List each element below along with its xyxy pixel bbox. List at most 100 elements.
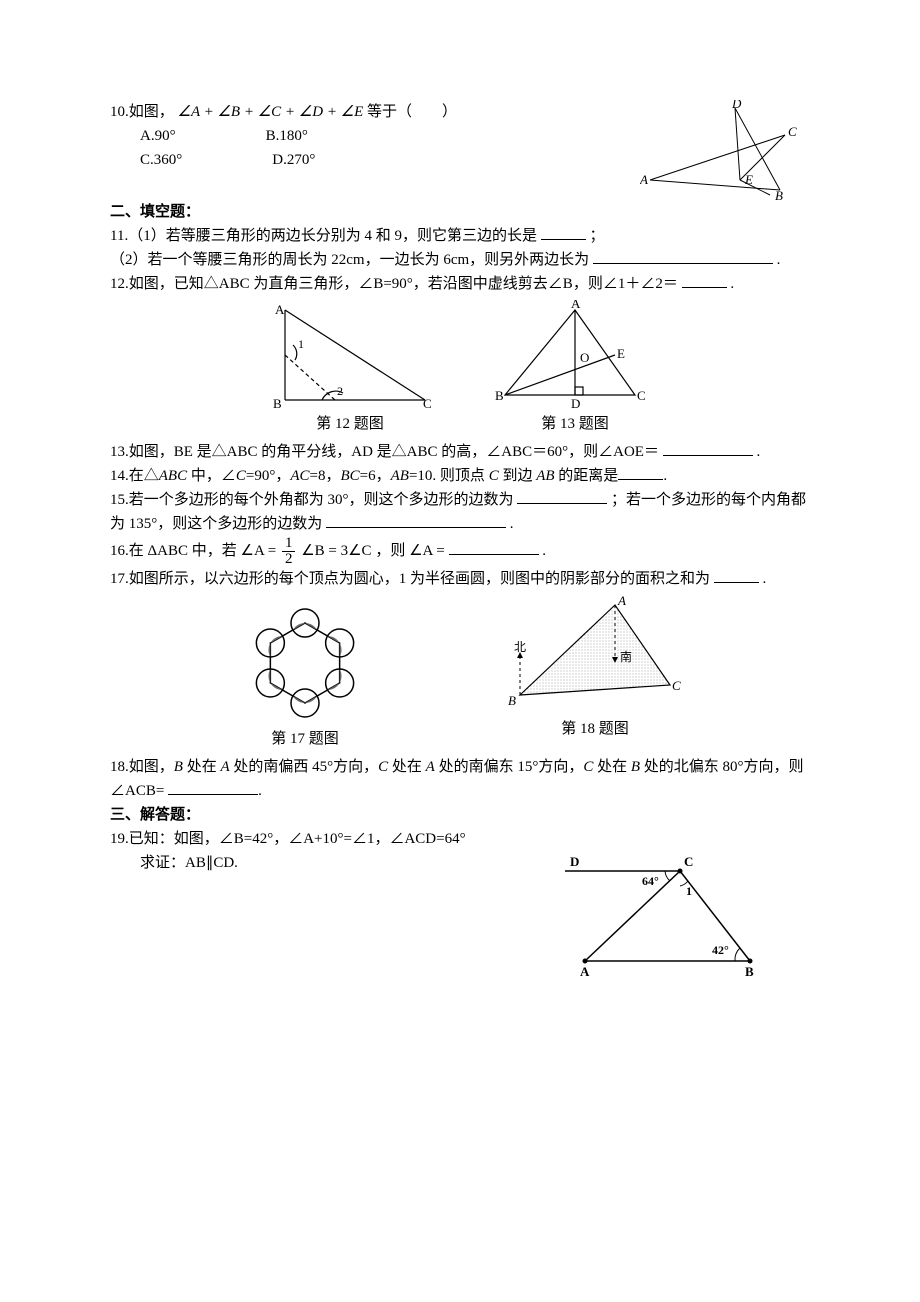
q17-post: . xyxy=(763,571,767,587)
svg-text:北: 北 xyxy=(514,640,526,654)
q19-figure: D C A B 64° 1 42° xyxy=(560,851,770,981)
q13-figure: A B C D E O 第 13 题图 xyxy=(495,300,655,436)
q13-post: . xyxy=(756,444,760,460)
q11-1-pre: 11.（1）若等腰三角形的两边长分别为 4 和 9，则它第三边的长是 xyxy=(110,228,537,244)
q19-line2: 求证：AB∥CD. xyxy=(110,851,560,875)
q10-stem-pre: 10.如图， xyxy=(110,104,174,120)
svg-text:D: D xyxy=(570,854,579,869)
fig-row-12-13: A B C 1 2 第 12 题图 A B C D E O 第 13 题图 xyxy=(110,300,810,436)
q18-t1: 处在 xyxy=(183,759,221,775)
svg-text:C: C xyxy=(637,388,646,403)
q10-choice-b: B.180° xyxy=(266,124,308,148)
q17: 17.如图所示，以六边形的每个顶点为圆心，1 为半径画圆，则图中的阴影部分的面积… xyxy=(110,567,810,591)
svg-text:B: B xyxy=(775,188,783,200)
caption-18: 第 18 题图 xyxy=(561,717,629,741)
q16-tri: ΔABC xyxy=(148,543,189,559)
q13: 13.如图，BE 是△ABC 的角平分线，AD 是△ABC 的高，∠ABC＝60… xyxy=(110,440,810,464)
q12: 12.如图，已知△ABC 为直角三角形，∠B=90°，若沿图中虚线剪去∠B，则∠… xyxy=(110,272,810,296)
q16-mid1: 中，若 xyxy=(192,543,241,559)
q14-c: C xyxy=(236,468,246,484)
q14-t1: 14.在△ xyxy=(110,468,159,484)
q19-row: 求证：AB∥CD. D C A B 64° 1 42° xyxy=(110,851,810,981)
q11-2-post: . xyxy=(777,252,781,268)
fig-row-17-18: 第 17 题图 A B C 北 南 第 18 题图 xyxy=(110,595,810,751)
q14-t7: 到边 xyxy=(499,468,537,484)
q10-choice-c: C.360° xyxy=(140,148,182,172)
q13-pre: 13.如图，BE 是△ABC 的角平分线，AD 是△ABC 的高，∠ABC＝60… xyxy=(110,444,659,460)
svg-text:1: 1 xyxy=(298,337,304,351)
svg-text:C: C xyxy=(423,396,432,410)
svg-text:南: 南 xyxy=(620,649,632,664)
svg-text:2: 2 xyxy=(337,384,343,398)
svg-text:O: O xyxy=(580,350,589,365)
q12-pre: 12.如图，已知△ABC 为直角三角形，∠B=90°，若沿图中虚线剪去∠B，则∠… xyxy=(110,276,678,292)
q11-1-blank xyxy=(541,224,586,240)
q14-bc: BC xyxy=(341,468,360,484)
q10-choice-a: A.90° xyxy=(140,124,176,148)
q14-abc: ABC xyxy=(159,468,187,484)
q14-t2: 中，∠ xyxy=(187,468,236,484)
q14-t6: =10. 则顶点 xyxy=(409,468,489,484)
q16-angA2: ∠A = xyxy=(409,543,445,559)
q12-figure: A B C 1 2 第 12 题图 xyxy=(265,300,435,436)
q14-blank xyxy=(618,464,663,480)
q18-c: C xyxy=(378,759,388,775)
q10-choices-1: A.90° B.180° xyxy=(110,124,640,148)
q18: 18.如图，B 处在 A 处的南偏西 45°方向，C 处在 A 处的南偏东 15… xyxy=(110,755,810,803)
q14: 14.在△ABC 中，∠C=90°，AC=8，BC=6，AB=10. 则顶点 C… xyxy=(110,464,810,488)
caption-17: 第 17 题图 xyxy=(271,727,339,751)
q17-text: 17.如图所示，以六边形的每个顶点为圆心，1 为半径画圆，则图中的阴影部分的面积… xyxy=(110,571,714,587)
q12-blank xyxy=(682,272,727,288)
svg-text:C: C xyxy=(672,678,681,693)
q17-figure: 第 17 题图 xyxy=(230,595,380,751)
q18-a: A xyxy=(220,759,229,775)
q16-mid2: ，则 xyxy=(375,543,409,559)
svg-text:A: A xyxy=(617,595,626,608)
q16-blank xyxy=(449,539,539,555)
q11-2-blank xyxy=(593,248,773,264)
q10-choices-2: C.360° D.270° xyxy=(110,148,640,172)
q11-2-pre: （2）若一个等腰三角形的周长为 22cm，一边长为 6cm，则另外两边长为 xyxy=(110,252,589,268)
q18-c2: C xyxy=(583,759,593,775)
q10-row: 10.如图， ∠A + ∠B + ∠C + ∠D + ∠E 等于（ ） A.90… xyxy=(110,100,810,200)
q16-pre: 16.在 xyxy=(110,543,148,559)
svg-text:D: D xyxy=(731,100,742,111)
q14-ac: AC xyxy=(290,468,309,484)
q10-choice-d: D.270° xyxy=(272,148,315,172)
q16-angB: ∠B = 3∠C xyxy=(301,543,371,559)
q18-post: . xyxy=(258,783,262,799)
q11-1-post: ； xyxy=(589,228,604,244)
q18-a2: A xyxy=(426,759,435,775)
q15-blank2 xyxy=(326,512,506,528)
q15: 15.若一个多边形的每个外角都为 30°，则这个多边形的边数为 ；若一个多边形的… xyxy=(110,488,810,536)
q16-post: . xyxy=(542,543,546,559)
section-3-head: 三、解答题： xyxy=(110,803,810,827)
q15-post: . xyxy=(510,516,514,532)
svg-text:64°: 64° xyxy=(642,874,659,888)
q18-t2: 处的南偏西 45°方向， xyxy=(230,759,379,775)
q18-t4: 处的南偏东 15°方向， xyxy=(435,759,584,775)
section-2-head: 二、填空题： xyxy=(110,200,810,224)
q16-frac-den: 2 xyxy=(282,552,296,567)
svg-text:A: A xyxy=(275,302,285,317)
q18-b2: B xyxy=(631,759,640,775)
q17-blank xyxy=(714,567,759,583)
svg-text:B: B xyxy=(745,964,754,979)
q18-t3: 处在 xyxy=(388,759,426,775)
q18-t0: 18.如图， xyxy=(110,759,174,775)
q14-t3: =90°， xyxy=(246,468,290,484)
svg-text:C: C xyxy=(684,854,693,869)
q18-t5: 处在 xyxy=(593,759,631,775)
svg-text:B: B xyxy=(508,693,516,708)
caption-13: 第 13 题图 xyxy=(541,412,609,436)
q14-ab2: AB xyxy=(536,468,554,484)
q16-frac-num: 1 xyxy=(282,536,296,552)
svg-text:B: B xyxy=(495,388,504,403)
svg-text:A: A xyxy=(580,964,590,979)
svg-text:C: C xyxy=(788,124,797,139)
q18-figure: A B C 北 南 第 18 题图 xyxy=(500,595,690,751)
q18-blank xyxy=(168,779,258,795)
q16-angA1: ∠A = xyxy=(241,543,277,559)
svg-text:D: D xyxy=(571,396,580,410)
q10-stem: 10.如图， ∠A + ∠B + ∠C + ∠D + ∠E 等于（ ） xyxy=(110,100,640,124)
